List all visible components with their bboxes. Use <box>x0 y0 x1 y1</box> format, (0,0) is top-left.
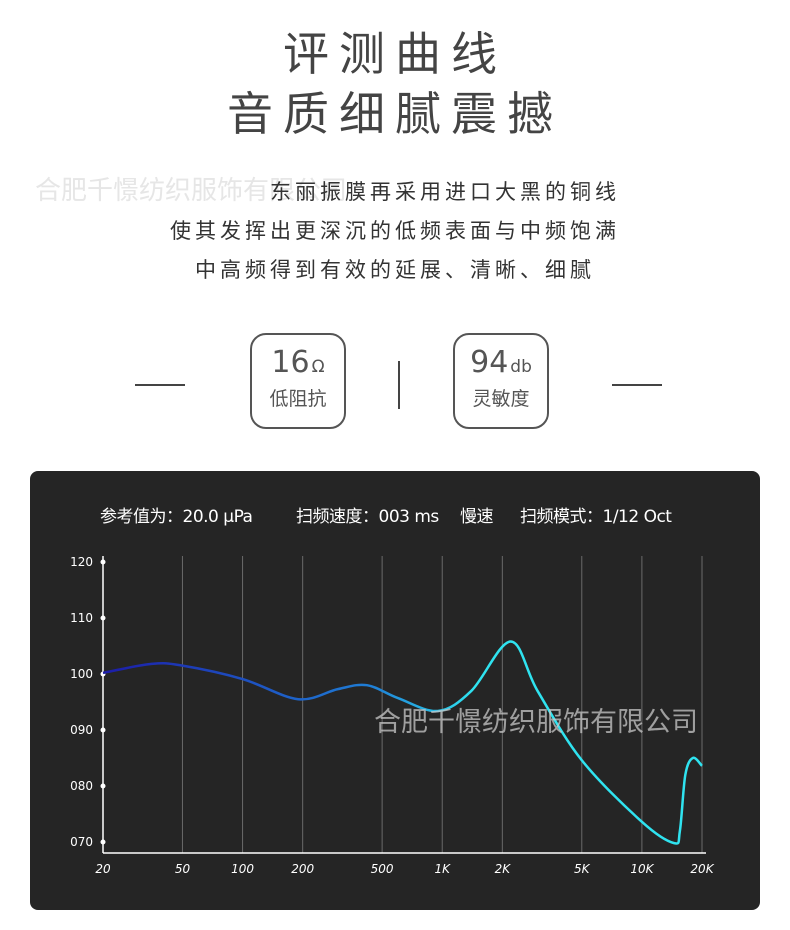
y-tick-label: 080 <box>70 779 93 793</box>
spec-unit: Ω <box>311 357 325 377</box>
y-tick-label: 070 <box>70 835 93 849</box>
y-tick-label: 110 <box>70 611 93 625</box>
spec-label: 低阻抗 <box>269 388 327 410</box>
chart-mode: 扫频模式：1/12 Oct <box>520 507 672 527</box>
x-tick-label: 50 <box>175 862 191 876</box>
x-tick-label: 20K <box>690 862 714 876</box>
x-tick-label: 100 <box>231 862 254 876</box>
y-tick-dot <box>100 615 106 621</box>
x-tick-label: 2K <box>495 862 512 876</box>
description-line: 中高频得到有效的延展、清晰、细腻 <box>195 258 595 282</box>
response-curve <box>102 640 703 845</box>
watermark: 合肥千憬纺织服饰有限公司 <box>35 176 348 206</box>
spec-sensitivity: 94 db 灵敏度 <box>453 333 549 429</box>
chart-panel <box>30 471 760 910</box>
x-tick-label: 10K <box>630 862 654 876</box>
chart-speed: 扫频速度：003 ms <box>296 507 439 527</box>
y-tick-dot <box>100 727 106 733</box>
chart-speed-mode: 慢速 <box>460 507 494 527</box>
divider <box>135 384 185 386</box>
y-tick-dot <box>100 839 106 845</box>
spec-label: 灵敏度 <box>472 388 530 410</box>
y-tick-label: 090 <box>70 723 93 737</box>
x-tick-label: 200 <box>291 862 314 876</box>
heading-line2: 音质细腻震撼 <box>227 87 563 141</box>
chart-ref: 参考值为：20.0 µPa <box>100 507 253 527</box>
divider <box>612 384 662 386</box>
watermark: 合肥千憬纺织服饰有限公司 <box>374 707 698 738</box>
spec-value: 94 <box>470 345 509 380</box>
divider <box>398 361 400 409</box>
description-line: 使其发挥出更深沉的低频表面与中频饱满 <box>170 219 620 243</box>
x-tick-label: 20 <box>95 862 111 876</box>
spec-value: 16 <box>271 345 310 380</box>
y-tick-dot <box>100 783 106 789</box>
x-tick-label: 500 <box>371 862 394 876</box>
x-tick-label: 1K <box>434 862 451 876</box>
y-tick-label: 120 <box>70 555 93 569</box>
heading-line1: 评测曲线 <box>283 27 507 81</box>
spec-unit: db <box>510 357 532 377</box>
x-tick-label: 5K <box>574 862 591 876</box>
description-line: 东丽振膜再采用进口大黑的铜线 <box>270 180 620 204</box>
spec-impedance: 16 Ω 低阻抗 <box>250 333 346 429</box>
y-tick-label: 100 <box>70 667 93 681</box>
y-tick-dot <box>100 559 106 565</box>
